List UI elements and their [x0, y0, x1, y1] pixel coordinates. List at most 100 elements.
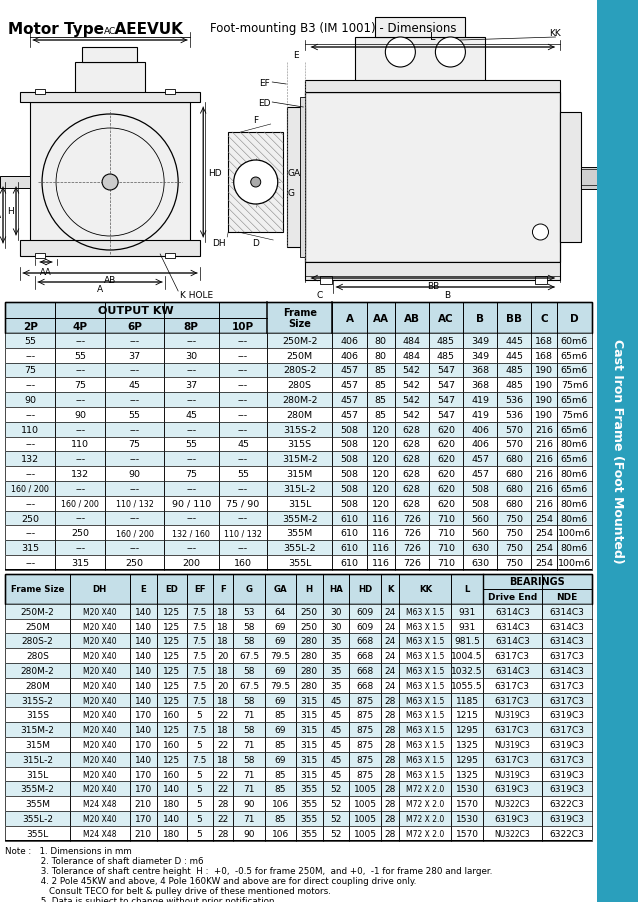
Text: 28: 28: [385, 799, 396, 808]
Bar: [332, 540, 367, 556]
Bar: [56, 452, 105, 466]
Bar: [130, 678, 157, 693]
Text: F: F: [220, 584, 226, 594]
Text: 250: 250: [126, 558, 144, 567]
Text: 5: 5: [197, 799, 202, 808]
Bar: [295, 767, 323, 781]
Text: DH: DH: [93, 584, 107, 594]
Text: 1295: 1295: [456, 725, 478, 734]
Bar: [463, 437, 497, 452]
Text: 116: 116: [371, 514, 390, 523]
Bar: [5, 826, 591, 841]
Text: 45: 45: [185, 410, 197, 419]
Bar: [382, 678, 399, 693]
Text: 484: 484: [403, 336, 420, 345]
Text: 7.5: 7.5: [193, 695, 207, 704]
Bar: [130, 619, 157, 634]
Text: 75: 75: [24, 366, 36, 375]
Text: 80m6: 80m6: [561, 544, 588, 553]
Text: ---: ---: [75, 544, 85, 553]
Text: 1005: 1005: [353, 814, 376, 823]
Text: 140: 140: [135, 621, 152, 630]
Bar: [531, 466, 558, 482]
Text: 315M-2: 315M-2: [282, 455, 318, 464]
Text: 85: 85: [274, 785, 286, 794]
Bar: [349, 723, 382, 737]
Text: 90: 90: [243, 829, 255, 838]
Text: 315M-2: 315M-2: [20, 725, 54, 734]
Text: 419: 419: [471, 410, 489, 419]
Bar: [375, 18, 465, 38]
Bar: [265, 723, 295, 737]
Text: 180: 180: [163, 799, 181, 808]
Text: 1055.5: 1055.5: [451, 681, 483, 690]
Bar: [399, 723, 451, 737]
Text: ---: ---: [25, 440, 35, 449]
Bar: [323, 604, 349, 619]
Bar: [451, 826, 482, 841]
Text: 125: 125: [163, 621, 181, 630]
Text: 24: 24: [385, 681, 396, 690]
Bar: [5, 482, 591, 496]
Text: 120: 120: [371, 470, 390, 479]
Text: 875: 875: [357, 711, 374, 720]
Bar: [323, 678, 349, 693]
Bar: [70, 693, 130, 707]
Text: 250: 250: [71, 529, 89, 538]
Text: 628: 628: [403, 455, 420, 464]
Text: 2P: 2P: [23, 321, 38, 331]
Text: 125: 125: [163, 607, 181, 616]
Text: 75m6: 75m6: [561, 410, 588, 419]
Bar: [323, 619, 349, 634]
Bar: [212, 619, 234, 634]
Text: ---: ---: [75, 396, 85, 405]
Text: 484: 484: [403, 351, 420, 360]
Text: M20 X40: M20 X40: [83, 681, 117, 690]
Bar: [219, 466, 267, 482]
Text: HD: HD: [208, 169, 222, 178]
Text: 160 / 200: 160 / 200: [115, 529, 154, 538]
Bar: [219, 556, 267, 570]
Bar: [542, 693, 591, 707]
Text: AC: AC: [438, 313, 454, 323]
Bar: [497, 556, 531, 570]
Text: 620: 620: [437, 455, 455, 464]
Bar: [429, 422, 463, 437]
Text: 542: 542: [403, 381, 420, 390]
Text: 120: 120: [371, 440, 390, 449]
Text: ---: ---: [238, 484, 248, 493]
Bar: [164, 496, 219, 511]
Text: 620: 620: [437, 425, 455, 434]
Text: D: D: [570, 313, 579, 323]
Bar: [70, 826, 130, 841]
Text: 140: 140: [135, 755, 152, 764]
Bar: [497, 408, 531, 422]
Bar: [497, 452, 531, 466]
Bar: [558, 556, 591, 570]
Bar: [463, 422, 497, 437]
Bar: [395, 364, 429, 378]
Text: 120: 120: [371, 484, 390, 493]
Bar: [105, 422, 164, 437]
Bar: [482, 634, 542, 649]
Bar: [367, 466, 395, 482]
Text: HA: HA: [329, 584, 343, 594]
Bar: [429, 392, 463, 408]
Bar: [265, 678, 295, 693]
Bar: [558, 348, 591, 364]
Text: 981.5: 981.5: [454, 637, 480, 646]
Text: 37: 37: [128, 351, 140, 360]
Text: ---: ---: [75, 366, 85, 375]
Text: 20: 20: [218, 651, 228, 660]
Bar: [56, 466, 105, 482]
Bar: [451, 707, 482, 723]
Bar: [56, 348, 105, 364]
Text: 726: 726: [403, 558, 420, 567]
Text: 349: 349: [471, 351, 489, 360]
Bar: [451, 693, 482, 707]
Text: 45: 45: [330, 740, 341, 749]
Text: 18: 18: [218, 607, 229, 616]
Bar: [212, 634, 234, 649]
Bar: [187, 723, 212, 737]
Text: 85: 85: [274, 814, 286, 823]
